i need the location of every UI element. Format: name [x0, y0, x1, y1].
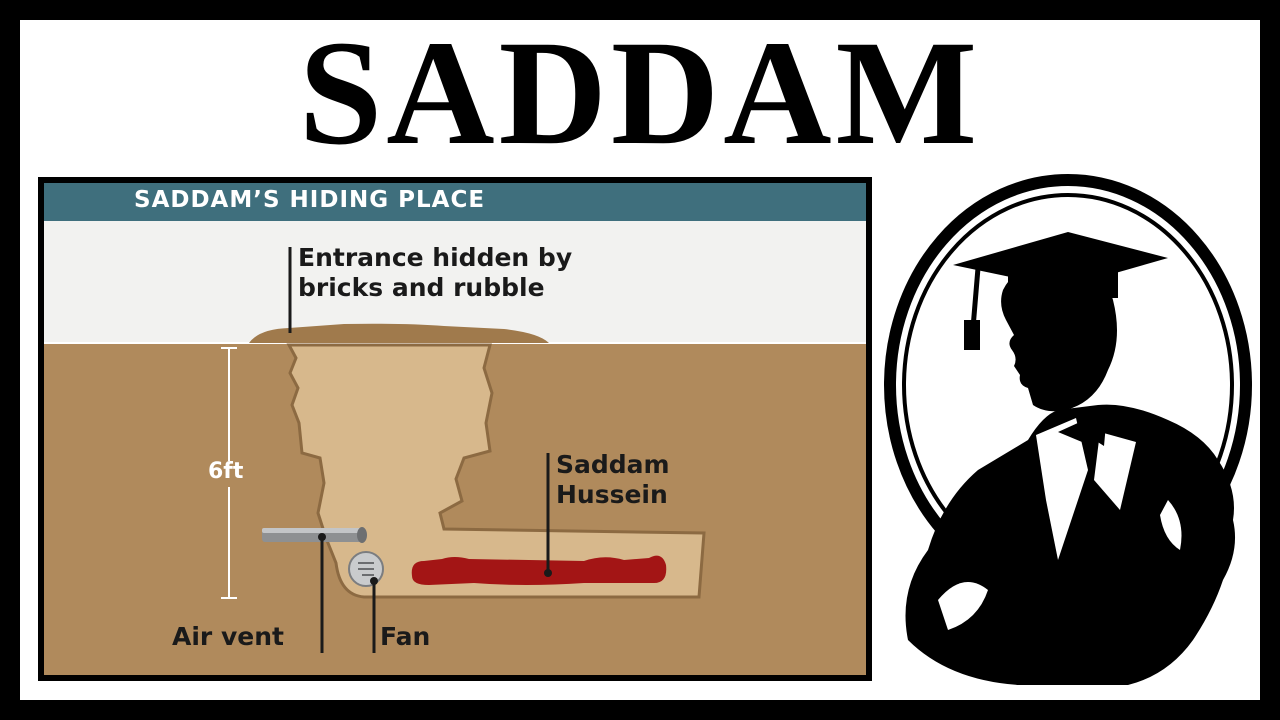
fan-label: Fan	[380, 622, 431, 651]
rubble-mound	[249, 323, 549, 343]
entrance-label: Entrance hidden by bricks and rubble	[298, 243, 572, 303]
entrance-label-line1: Entrance hidden by	[298, 243, 573, 272]
person-label-line1: Saddam	[556, 450, 670, 479]
diagram-header-bar: SADDAM’S HIDING PLACE	[44, 183, 866, 221]
air-vent-label: Air vent	[172, 622, 284, 651]
hiding-place-diagram: SADDAM’S HIDING PLACE Entrance hidden by…	[38, 177, 872, 681]
graduate-silhouette-icon	[868, 170, 1258, 695]
saddam-figure	[411, 555, 667, 585]
person-label-line2: Hussein	[556, 480, 668, 509]
tunnel-shaft	[286, 343, 706, 599]
page-title: SADDAM	[298, 10, 982, 176]
entrance-label-line2: bricks and rubble	[298, 273, 545, 302]
person-label: Saddam Hussein	[556, 450, 670, 510]
diagram-header: SADDAM’S HIDING PLACE	[134, 187, 486, 213]
depth-label: 6ft	[208, 459, 244, 484]
